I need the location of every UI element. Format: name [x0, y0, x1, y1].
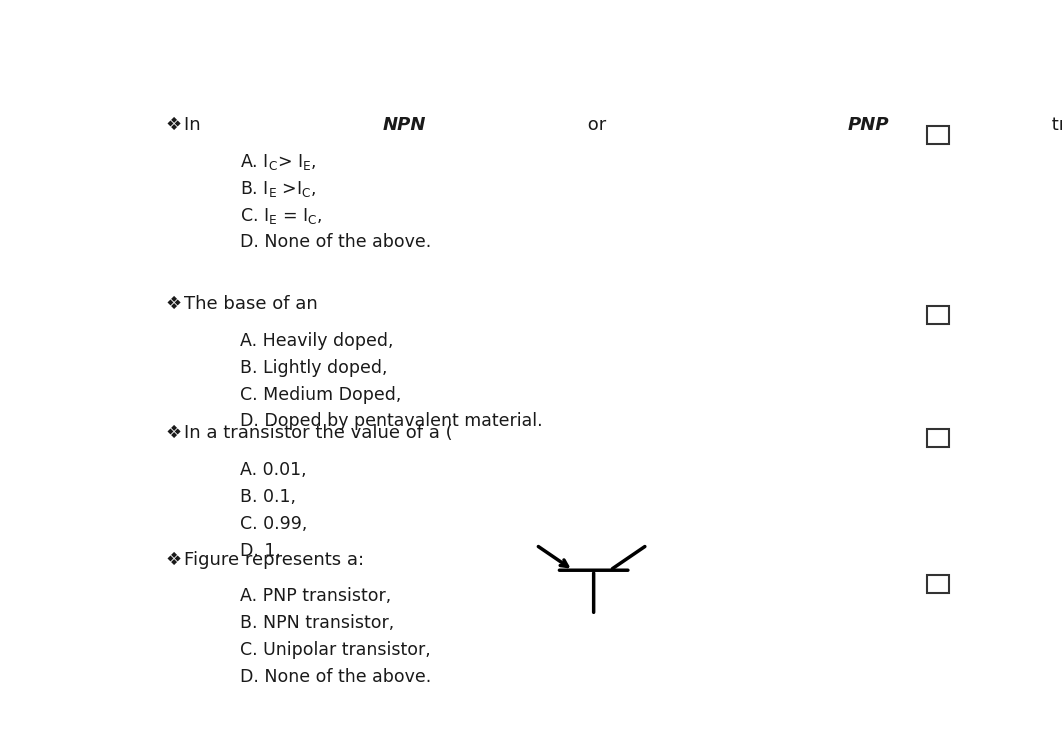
Text: B. 0.1,: B. 0.1,: [240, 488, 295, 506]
Text: D. 1.: D. 1.: [240, 542, 280, 560]
Text: B. NPN transistor,: B. NPN transistor,: [240, 614, 394, 632]
Text: ❖: ❖: [166, 295, 182, 313]
FancyBboxPatch shape: [927, 126, 949, 144]
Text: PNP: PNP: [847, 116, 889, 133]
Text: C. Unipolar transistor,: C. Unipolar transistor,: [240, 641, 430, 659]
Text: transistor:: transistor:: [1046, 116, 1062, 133]
Text: C. Medium Doped,: C. Medium Doped,: [240, 386, 401, 404]
Text: NPN: NPN: [382, 116, 426, 133]
Text: A. $\mathregular{I_C}$> $\mathregular{I_E}$,: A. $\mathregular{I_C}$> $\mathregular{I_…: [240, 152, 316, 172]
Text: ❖: ❖: [166, 550, 182, 569]
Text: or: or: [582, 116, 612, 133]
Text: B. $\mathregular{I_E}$ >$\mathregular{I_C}$,: B. $\mathregular{I_E}$ >$\mathregular{I_…: [240, 179, 316, 199]
Text: A. 0.01,: A. 0.01,: [240, 461, 306, 479]
Text: B. Lightly doped,: B. Lightly doped,: [240, 359, 388, 377]
FancyBboxPatch shape: [927, 306, 949, 324]
Text: D. None of the above.: D. None of the above.: [240, 668, 431, 686]
Text: C. $\mathregular{I_E}$ = $\mathregular{I_C}$,: C. $\mathregular{I_E}$ = $\mathregular{I…: [240, 206, 322, 226]
FancyBboxPatch shape: [927, 575, 949, 593]
Text: Figure represents a:: Figure represents a:: [184, 550, 364, 569]
Text: C. 0.99,: C. 0.99,: [240, 515, 307, 533]
Text: In a transistor the value of a (: In a transistor the value of a (: [184, 424, 452, 443]
FancyBboxPatch shape: [927, 429, 949, 448]
Text: A. Heavily doped,: A. Heavily doped,: [240, 332, 393, 350]
Text: ❖: ❖: [166, 116, 182, 133]
Text: D. None of the above.: D. None of the above.: [240, 233, 431, 251]
Text: In: In: [184, 116, 206, 133]
Text: The base of an: The base of an: [184, 295, 323, 313]
Text: D. Doped by pentavalent material.: D. Doped by pentavalent material.: [240, 413, 543, 431]
Text: A. PNP transistor,: A. PNP transistor,: [240, 587, 391, 605]
Text: ❖: ❖: [166, 424, 182, 443]
